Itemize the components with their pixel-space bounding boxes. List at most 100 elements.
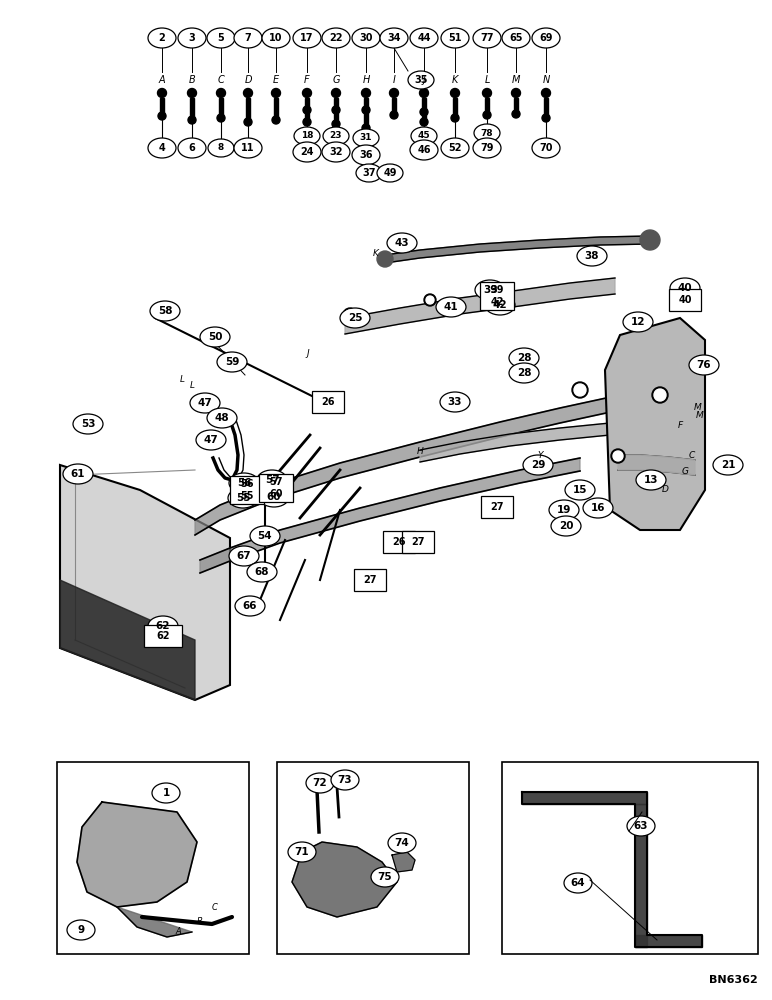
Ellipse shape — [485, 295, 515, 315]
Ellipse shape — [636, 470, 666, 490]
Ellipse shape — [257, 470, 287, 490]
Text: 63: 63 — [634, 821, 648, 831]
Polygon shape — [635, 935, 702, 947]
Text: 27: 27 — [411, 537, 425, 547]
Text: 21: 21 — [721, 460, 735, 470]
Text: 46: 46 — [417, 145, 431, 155]
Circle shape — [613, 451, 623, 461]
Ellipse shape — [475, 280, 505, 300]
Ellipse shape — [190, 393, 220, 413]
Ellipse shape — [551, 516, 581, 536]
Text: 24: 24 — [300, 147, 313, 157]
Text: 34: 34 — [388, 33, 401, 43]
FancyBboxPatch shape — [354, 569, 386, 591]
Text: 56
55: 56 55 — [240, 479, 254, 501]
Text: N: N — [543, 75, 550, 85]
Text: 30: 30 — [359, 33, 373, 43]
Text: D: D — [244, 75, 252, 85]
Text: A: A — [175, 927, 181, 936]
FancyBboxPatch shape — [669, 289, 701, 311]
Circle shape — [361, 89, 371, 98]
Text: 48: 48 — [215, 413, 229, 423]
Text: 17: 17 — [300, 33, 313, 43]
Text: 76: 76 — [696, 360, 711, 370]
Text: 40: 40 — [678, 283, 692, 293]
Ellipse shape — [473, 28, 501, 48]
Text: 43: 43 — [394, 238, 409, 248]
FancyBboxPatch shape — [144, 625, 182, 647]
Text: 72: 72 — [313, 778, 327, 788]
Ellipse shape — [441, 138, 469, 158]
Ellipse shape — [577, 246, 607, 266]
Text: 23: 23 — [330, 131, 342, 140]
Bar — [485, 98, 489, 115]
Bar — [502, 762, 758, 954]
Text: C: C — [212, 903, 218, 912]
Ellipse shape — [532, 28, 560, 48]
Ellipse shape — [207, 408, 237, 428]
Circle shape — [272, 89, 280, 98]
Ellipse shape — [670, 278, 700, 298]
Text: C: C — [689, 450, 695, 460]
Ellipse shape — [436, 297, 466, 317]
Circle shape — [419, 89, 428, 98]
Bar — [514, 98, 518, 114]
Ellipse shape — [150, 301, 180, 321]
Text: L: L — [484, 75, 489, 85]
Text: 60: 60 — [267, 492, 281, 502]
Text: 42: 42 — [493, 300, 507, 310]
Ellipse shape — [148, 616, 178, 636]
Ellipse shape — [152, 783, 180, 803]
Text: 19: 19 — [557, 505, 571, 515]
Ellipse shape — [331, 770, 359, 790]
Text: 26: 26 — [392, 537, 406, 547]
Circle shape — [243, 89, 252, 98]
Text: 57
60: 57 60 — [269, 477, 283, 499]
Circle shape — [482, 89, 492, 98]
Ellipse shape — [235, 596, 265, 616]
Ellipse shape — [63, 464, 93, 484]
Ellipse shape — [73, 414, 103, 434]
Ellipse shape — [323, 127, 349, 145]
Bar — [190, 98, 194, 120]
Text: 33: 33 — [448, 397, 462, 407]
Ellipse shape — [523, 455, 553, 475]
Ellipse shape — [441, 28, 469, 48]
Text: 68: 68 — [255, 567, 269, 577]
Text: 10: 10 — [269, 33, 283, 43]
Ellipse shape — [352, 28, 380, 48]
Ellipse shape — [207, 28, 235, 48]
Circle shape — [158, 112, 166, 120]
Text: 8: 8 — [218, 143, 224, 152]
Text: 1: 1 — [162, 788, 170, 798]
Text: 64: 64 — [571, 878, 585, 888]
Text: 56: 56 — [237, 478, 251, 488]
Circle shape — [390, 89, 398, 98]
Circle shape — [572, 382, 588, 398]
Ellipse shape — [352, 145, 380, 165]
Circle shape — [157, 89, 167, 98]
Circle shape — [362, 124, 370, 132]
Ellipse shape — [234, 28, 262, 48]
Circle shape — [574, 384, 586, 396]
Ellipse shape — [229, 546, 259, 566]
Ellipse shape — [549, 500, 579, 520]
Bar — [246, 98, 250, 122]
Text: 65: 65 — [510, 33, 523, 43]
Bar — [57, 762, 249, 954]
Text: 11: 11 — [241, 143, 255, 153]
Ellipse shape — [288, 842, 316, 862]
Circle shape — [345, 310, 355, 320]
FancyBboxPatch shape — [259, 474, 293, 502]
Text: 75: 75 — [378, 872, 392, 882]
Circle shape — [272, 116, 280, 124]
Ellipse shape — [689, 355, 719, 375]
FancyBboxPatch shape — [230, 476, 264, 504]
Text: 49: 49 — [383, 168, 397, 178]
Text: 2: 2 — [158, 33, 165, 43]
Ellipse shape — [148, 138, 176, 158]
Text: K: K — [452, 75, 459, 85]
Text: 78: 78 — [481, 128, 493, 137]
Circle shape — [188, 89, 197, 98]
Circle shape — [512, 89, 520, 98]
